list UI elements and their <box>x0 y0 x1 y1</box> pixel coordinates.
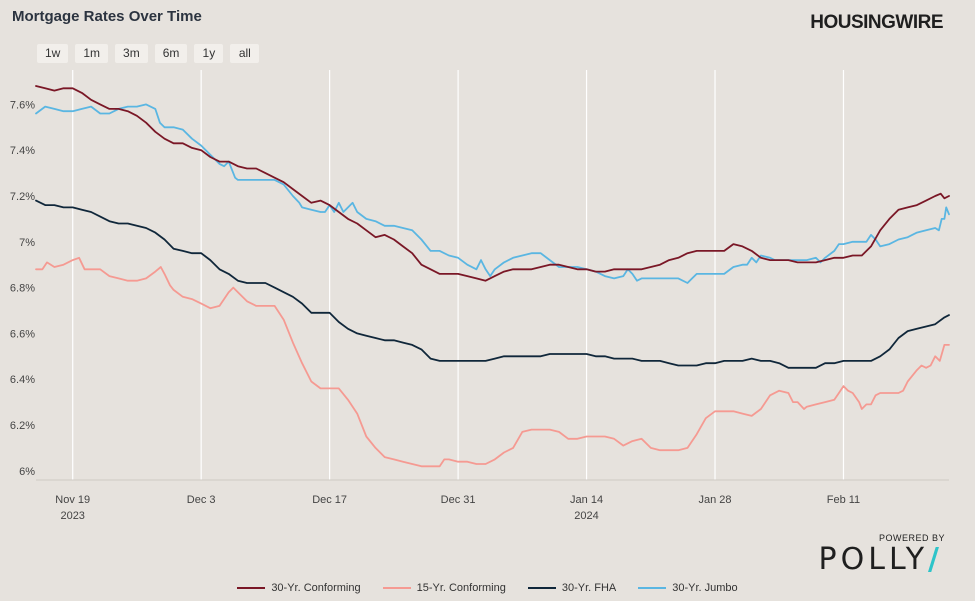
polly-logo-text: POLLY <box>818 542 929 577</box>
x-tick-label: Jan 28 <box>698 494 731 506</box>
powered-by-text: POWERED BY <box>878 533 945 543</box>
legend-label-15yr-conforming: 15-Yr. Conforming <box>416 582 506 594</box>
y-tick-label: 6% <box>19 466 35 478</box>
series-line-30-yr-jumbo <box>35 103 950 284</box>
legend-item-15yr-conforming[interactable]: 15-Yr. Conforming <box>382 582 506 594</box>
y-tick-label: 6.4% <box>10 374 35 386</box>
range-button-1w[interactable]: 1w <box>36 43 70 64</box>
range-button-1m[interactable]: 1m <box>74 43 110 64</box>
x-tick-label: Nov 19 <box>55 494 90 506</box>
x-tick-label: Dec 17 <box>312 494 347 506</box>
legend-label-30yr-conforming: 30-Yr. Conforming <box>271 582 361 594</box>
polly-slash-icon: / <box>928 542 943 577</box>
legend-label-30yr-fha: 30-Yr. FHA <box>561 582 617 594</box>
x-tick-label: Dec 3 <box>187 494 216 506</box>
chart-legend: 30-Yr. Conforming 15-Yr. Conforming 30-Y… <box>0 582 975 594</box>
y-tick-label: 7.2% <box>10 191 35 203</box>
x-tick-label: Dec 31 <box>441 494 476 506</box>
housingwire-logo: HOUSINGWIRE <box>810 12 943 33</box>
x-tick-year-label: 2024 <box>574 510 598 522</box>
legend-swatch-30yr-fha <box>527 587 556 589</box>
legend-item-30yr-conforming[interactable]: 30-Yr. Conforming <box>237 582 361 594</box>
legend-swatch-30yr-conforming <box>237 587 266 589</box>
range-button-1y[interactable]: 1y <box>193 43 225 64</box>
y-tick-label: 7% <box>19 237 35 249</box>
legend-item-30yr-fha[interactable]: 30-Yr. FHA <box>527 582 617 594</box>
legend-swatch-15yr-conforming <box>382 587 411 589</box>
series-line-30-yr-conforming <box>35 85 950 282</box>
legend-swatch-30yr-jumbo <box>638 587 667 589</box>
x-tick-label: Jan 14 <box>570 494 603 506</box>
range-button-all[interactable]: all <box>229 43 261 64</box>
y-tick-label: 6.6% <box>10 328 35 340</box>
chart-title: Mortgage Rates Over Time <box>12 8 202 25</box>
y-tick-label: 7.4% <box>10 145 35 157</box>
range-button-6m[interactable]: 6m <box>153 43 189 64</box>
y-tick-label: 6.2% <box>10 420 35 432</box>
x-tick-year-label: 2023 <box>60 510 84 522</box>
range-selector: 1w 1m 3m 6m 1y all <box>36 43 261 64</box>
x-tick-label: Feb 11 <box>827 494 860 506</box>
series-line-30-yr-fha <box>35 199 950 369</box>
legend-label-30yr-jumbo: 30-Yr. Jumbo <box>672 582 738 594</box>
legend-item-30yr-jumbo[interactable]: 30-Yr. Jumbo <box>638 582 738 594</box>
y-tick-label: 6.8% <box>10 283 35 295</box>
y-tick-label: 7.6% <box>10 99 35 111</box>
polly-logo: POLLY/ <box>819 542 943 577</box>
range-button-3m[interactable]: 3m <box>114 43 149 64</box>
series-line-15-yr-conforming <box>35 256 950 468</box>
